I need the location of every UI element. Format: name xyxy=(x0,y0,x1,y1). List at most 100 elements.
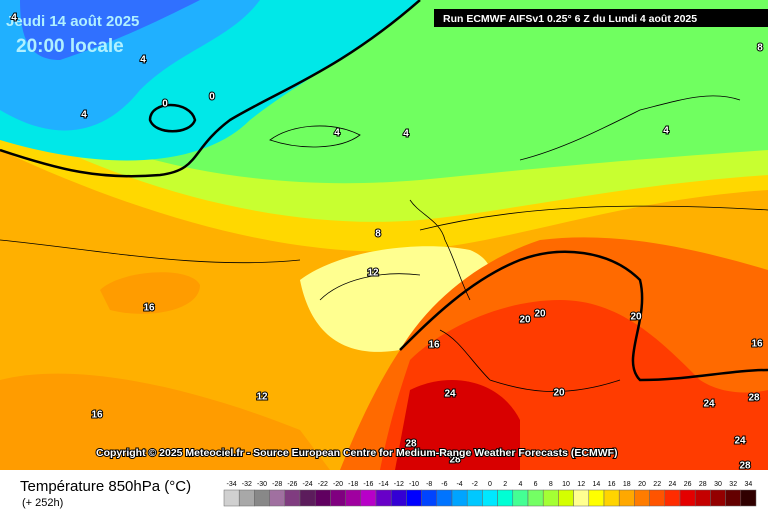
contour-label: 4 xyxy=(11,13,17,24)
contour-label: 28 xyxy=(405,439,417,450)
forecast-date: Jeudi 14 août 2025 xyxy=(6,13,139,30)
colorbar-swatch xyxy=(390,489,407,507)
colorbar-label: -6 xyxy=(441,481,447,488)
colorbar-label: -26 xyxy=(287,481,297,488)
colorbar-label: -24 xyxy=(303,481,313,488)
contour-label: 8 xyxy=(757,43,763,54)
contour-label: 4 xyxy=(663,126,669,137)
colorbar-label: 16 xyxy=(608,481,616,488)
contour-label: 0 xyxy=(209,92,215,103)
colorbar-label: 8 xyxy=(549,481,553,488)
contour-label: 4 xyxy=(403,129,409,140)
contour-label: 28 xyxy=(739,461,751,472)
colorbar-label: 30 xyxy=(714,481,722,488)
colorbar-label: -18 xyxy=(348,481,358,488)
colorbar-label: -16 xyxy=(363,481,373,488)
contour-label: 28 xyxy=(748,393,760,404)
coastlines xyxy=(269,95,741,392)
colorbar-swatch xyxy=(284,489,301,507)
run-info: Run ECMWF AIFSv1 0.25° 6 Z du Lundi 4 ao… xyxy=(443,13,697,25)
colorbar-swatch xyxy=(618,489,635,507)
forecast-time: 20:00 locale xyxy=(16,36,124,57)
contour-label: 24 xyxy=(703,399,715,410)
contour-label: 28 xyxy=(449,455,461,466)
colorbar-label: -20 xyxy=(333,481,343,488)
colorbar-swatch xyxy=(542,489,559,507)
colorbar-label: -14 xyxy=(379,481,389,488)
colorbar-label: -30 xyxy=(257,481,267,488)
contour-label: 20 xyxy=(553,388,565,399)
temperature-field xyxy=(0,0,768,470)
colorbar-swatch xyxy=(573,489,590,507)
contour-label: 24 xyxy=(734,436,746,447)
colorbar-label: 12 xyxy=(577,481,585,488)
colorbar-swatch xyxy=(360,489,377,507)
colorbar-swatch xyxy=(330,489,346,507)
colorbar-swatch xyxy=(512,489,529,507)
colorbar-swatch xyxy=(269,489,286,507)
colorbar-label: 22 xyxy=(653,481,661,488)
colorbar-swatch xyxy=(634,489,650,507)
contour-label: 16 xyxy=(428,340,440,351)
colorbar-label: 2 xyxy=(503,481,507,488)
contour-label: 16 xyxy=(751,339,763,350)
colorbar-swatch xyxy=(497,489,514,507)
colorbar-label: 32 xyxy=(729,481,737,488)
colorbar-swatch xyxy=(679,489,696,507)
colorbar-label: 20 xyxy=(638,481,646,488)
colorbar-swatch xyxy=(558,489,574,507)
contour-label: 20 xyxy=(519,315,531,326)
colorbar-label: 26 xyxy=(684,481,692,488)
contour-label: 12 xyxy=(367,268,379,279)
colorbar-swatch xyxy=(725,489,742,507)
colorbar-label: 28 xyxy=(699,481,707,488)
colorbar-swatch xyxy=(527,489,544,507)
contour-label: 12 xyxy=(256,392,268,403)
colorbar-label: 10 xyxy=(562,481,570,488)
colorbar-swatch xyxy=(314,489,331,507)
colorbar-label: -2 xyxy=(472,481,478,488)
colorbar-swatch xyxy=(740,489,757,507)
contour-label: 0 xyxy=(162,99,168,110)
colorbar-swatch xyxy=(710,489,726,507)
colorbar-label: -28 xyxy=(272,481,282,488)
colorbar-swatch xyxy=(466,489,483,507)
colorbar: -34 -32 -30 -28 -26 -24 -22 -20 -18 -16 -14 -12 -10-… xyxy=(223,481,757,507)
contour-label: 4 xyxy=(81,110,87,121)
colorbar-swatch xyxy=(299,489,316,507)
colorbar-swatch xyxy=(664,489,681,507)
contour-label: 24 xyxy=(444,389,456,400)
colorbar-label: -4 xyxy=(456,481,462,488)
colorbar-label: -34 xyxy=(227,481,237,488)
colorbar-swatch xyxy=(436,489,453,507)
colorbar-label: 18 xyxy=(623,481,631,488)
colorbar-swatch xyxy=(238,489,255,507)
colorbar-swatch xyxy=(603,489,620,507)
contour-label: 16 xyxy=(91,410,103,421)
colorbar-swatch xyxy=(345,489,362,507)
colorbar-label: -8 xyxy=(426,481,432,488)
colorbar-label: 6 xyxy=(534,481,538,488)
legend-lead: (+ 252h) xyxy=(22,497,63,509)
colorbar-swatch xyxy=(375,489,392,507)
copyright: Copyright © 2025 Meteociel.fr - Source E… xyxy=(96,447,618,459)
colorbar-label: -10 xyxy=(409,481,419,488)
colorbar-swatch xyxy=(406,489,422,507)
contour-label: 4 xyxy=(140,55,146,66)
colorbar-swatch xyxy=(223,489,240,507)
contour-label: 20 xyxy=(630,312,642,323)
contour-label: 16 xyxy=(143,303,155,314)
colorbar-label: -22 xyxy=(318,481,328,488)
colorbar-label: 24 xyxy=(669,481,677,488)
colorbar-label: -12 xyxy=(394,481,404,488)
colorbar-label: 0 xyxy=(488,481,492,488)
contour-label: 8 xyxy=(375,229,381,240)
colorbar-swatch xyxy=(451,489,468,507)
colorbar-label: 34 xyxy=(745,481,753,488)
colorbar-label: 4 xyxy=(518,481,522,488)
contour-label: 20 xyxy=(534,309,546,320)
colorbar-label: -32 xyxy=(242,481,252,488)
contour-label: 4 xyxy=(334,128,340,139)
